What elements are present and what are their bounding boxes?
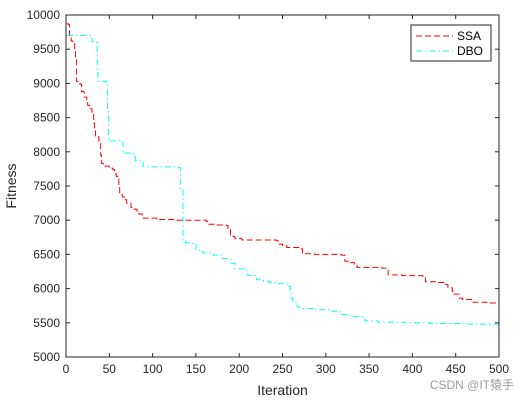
x-tick-label: 450 xyxy=(446,362,466,376)
y-axis-label: Fitness xyxy=(3,163,19,208)
x-tick-label: 50 xyxy=(103,362,117,376)
watermark: CSDN @IT猿手 xyxy=(430,377,514,392)
x-tick-label: 0 xyxy=(63,362,70,376)
legend-label-ssa: SSA xyxy=(457,29,481,43)
y-tick-label: 10000 xyxy=(27,8,61,22)
x-tick-label: 400 xyxy=(402,362,422,376)
x-tick-label: 100 xyxy=(143,362,163,376)
y-tick-label: 8500 xyxy=(33,111,60,125)
y-tick-label: 7000 xyxy=(33,213,60,227)
x-tick-label: 300 xyxy=(316,362,336,376)
y-tick-label: 7500 xyxy=(33,179,60,193)
y-tick-label: 9000 xyxy=(33,76,60,90)
y-tick-label: 5500 xyxy=(33,316,60,330)
x-tick-label: 150 xyxy=(186,362,206,376)
y-tick-label: 6000 xyxy=(33,282,60,296)
x-tick-label: 500 xyxy=(489,362,509,376)
x-tick-label: 350 xyxy=(359,362,379,376)
y-tick-label: 9500 xyxy=(33,42,60,56)
y-tick-label: 6500 xyxy=(33,247,60,261)
series-line-ssa xyxy=(66,23,500,304)
x-tick-label: 200 xyxy=(229,362,249,376)
x-tick-label: 250 xyxy=(272,362,292,376)
legend-label-dbo: DBO xyxy=(457,44,483,58)
x-axis-label: Iteration xyxy=(257,382,308,398)
legend-box xyxy=(410,24,492,62)
axis-ticks: 0 50 100 150 200 250 300 350 400 450 500 5000 5500 60… xyxy=(27,8,510,376)
y-tick-label: 8000 xyxy=(33,145,60,159)
series-lines xyxy=(66,23,500,325)
y-tick-label: 5000 xyxy=(33,350,60,364)
